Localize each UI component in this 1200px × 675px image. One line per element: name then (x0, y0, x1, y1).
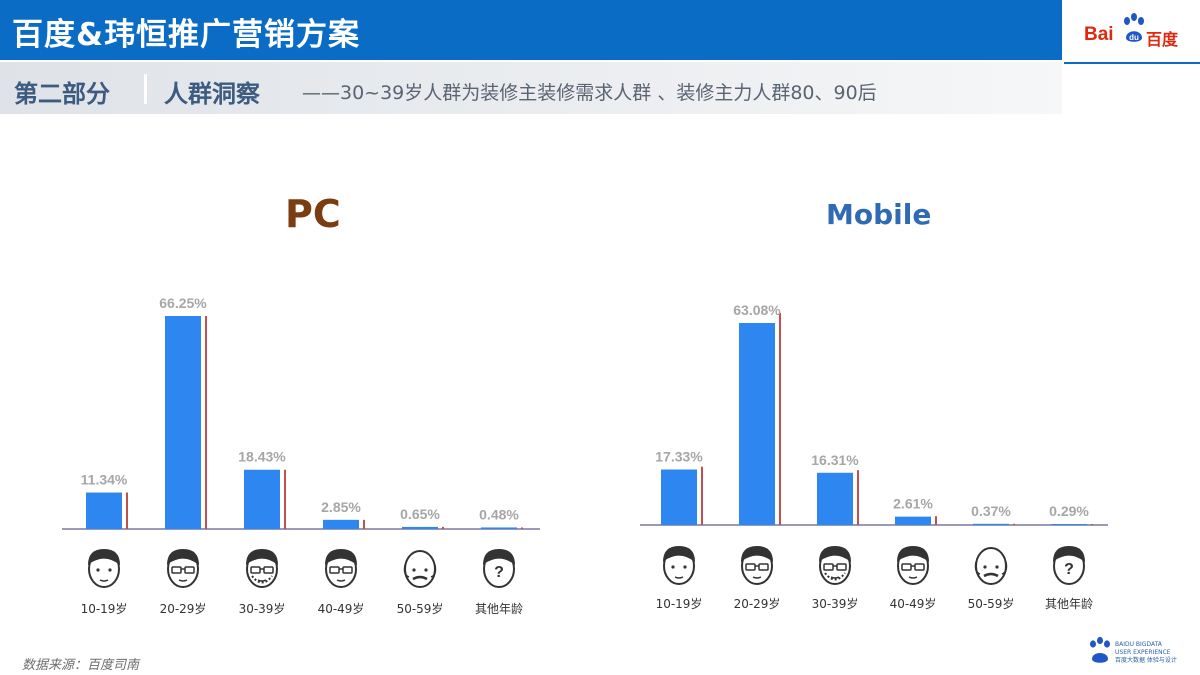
baidu-logo: Bai du 百度 (1064, 0, 1200, 64)
bar-accent-line (521, 527, 523, 529)
bar (244, 469, 280, 529)
category-label: 50-59岁 (397, 601, 444, 616)
category-label: 40-49岁 (318, 601, 365, 616)
slide-title: 百度&玮恒推广营销方案 (12, 17, 361, 53)
section-header: 第二部分 人群洞察 ——30~39岁人群为装修主装修需求人群 、装修主力人群80… (0, 62, 1062, 114)
young-man-glasses-icon (167, 549, 199, 588)
mobile-chart-title: Mobile (826, 198, 932, 231)
footer-brand-text: BAIDU BIGDATA USER EXPERIENCE 百度大数据 体验与设… (1115, 641, 1177, 664)
category-label: 20-29岁 (160, 601, 207, 616)
section-label: 第二部分 (14, 80, 110, 108)
child-face-icon (88, 549, 120, 588)
bar-accent-line (205, 316, 207, 529)
paw-logo-icon: du (1124, 13, 1144, 42)
data-label: 2.85% (321, 499, 361, 515)
category-label: 30-39岁 (239, 601, 286, 616)
data-label: 0.65% (400, 506, 440, 522)
bar (165, 316, 201, 529)
logo-cn-text: 百度 (1146, 30, 1179, 49)
middle-aged-man-glasses-icon (325, 549, 357, 588)
bar-accent-line (126, 492, 128, 529)
data-label: 11.34% (81, 472, 128, 488)
data-label: 18.43% (238, 449, 286, 465)
pc-chart-title: PC (285, 192, 341, 236)
svg-text:?: ? (494, 564, 504, 581)
unknown-person-icon: ? (483, 549, 515, 588)
data-label: 0.48% (479, 506, 519, 522)
bar (481, 527, 517, 529)
bearded-man-glasses-icon (246, 549, 278, 588)
logo-inner-text: du (1129, 33, 1139, 42)
bar (323, 519, 359, 529)
bar-accent-line (442, 526, 444, 529)
data-source-note: 数据来源：百度司南 (22, 658, 140, 673)
section-divider (144, 74, 147, 104)
category-label: 10-19岁 (81, 601, 128, 616)
section-note: ——30~39岁人群为装修主装修需求人群 、装修主力人群80、90后 (302, 82, 877, 104)
data-label: 66.25% (159, 295, 207, 311)
section-topic: 人群洞察 (164, 80, 260, 108)
bar (86, 492, 122, 529)
logo-latin-text: Bai (1084, 24, 1114, 45)
footer-paw-logo-icon (1090, 636, 1110, 663)
elderly-bald-man-icon (403, 550, 437, 588)
bar (402, 526, 438, 529)
title-bar: 百度&玮恒推广营销方案 (0, 0, 1062, 60)
bar-accent-line (363, 519, 365, 529)
category-label: 其他年龄 (475, 602, 523, 616)
bar-accent-line (284, 469, 286, 529)
